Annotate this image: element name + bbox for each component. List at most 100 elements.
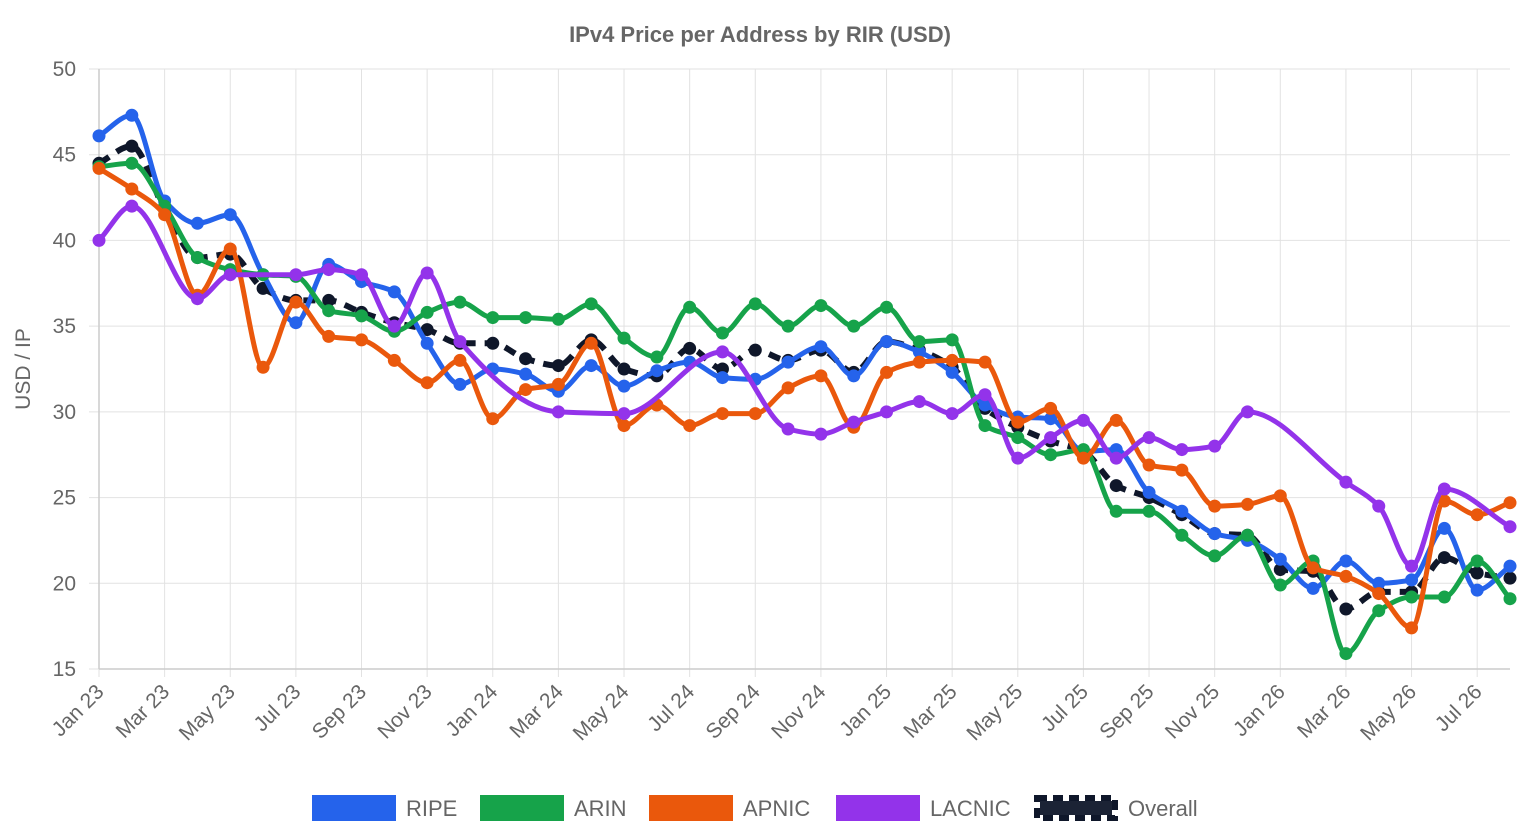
legend-label-ripe: RIPE bbox=[406, 796, 457, 821]
data-point-ripe bbox=[223, 208, 237, 222]
x-tick-label: Nov 25 bbox=[1161, 680, 1224, 743]
data-point-arin bbox=[125, 156, 139, 170]
data-point-lacnic bbox=[1076, 413, 1090, 427]
data-point-arin bbox=[1044, 448, 1058, 462]
data-point-overall bbox=[322, 293, 336, 307]
data-point-arin bbox=[912, 335, 926, 349]
data-point-ripe bbox=[1175, 504, 1189, 518]
x-tick-label: Nov 24 bbox=[767, 680, 831, 744]
data-point-ripe bbox=[289, 316, 303, 330]
x-tick-label: Mar 25 bbox=[899, 680, 961, 742]
data-point-ripe bbox=[1208, 527, 1222, 541]
data-point-apnic bbox=[1240, 497, 1254, 511]
data-point-ripe bbox=[880, 335, 894, 349]
x-tick-label: Jul 24 bbox=[643, 680, 699, 736]
data-point-arin bbox=[1208, 549, 1222, 563]
data-point-apnic bbox=[814, 369, 828, 383]
legend-item-apnic[interactable]: APNIC bbox=[649, 795, 810, 821]
data-point-overall bbox=[420, 323, 434, 337]
data-point-lacnic bbox=[1339, 475, 1353, 489]
data-point-ripe bbox=[584, 359, 598, 373]
data-point-arin bbox=[1437, 590, 1451, 604]
data-point-ripe bbox=[945, 365, 959, 379]
data-point-lacnic bbox=[945, 407, 959, 421]
y-tick-label: 30 bbox=[53, 401, 76, 424]
data-point-ripe bbox=[519, 367, 533, 381]
y-tick-label: 20 bbox=[53, 572, 76, 595]
data-point-apnic bbox=[1011, 415, 1025, 429]
data-point-arin bbox=[978, 419, 992, 433]
data-point-ripe bbox=[1339, 554, 1353, 568]
data-point-arin bbox=[1109, 504, 1123, 518]
y-tick-label: 35 bbox=[53, 315, 76, 338]
data-point-ripe bbox=[715, 371, 729, 385]
data-point-apnic bbox=[1405, 621, 1419, 635]
chart-title: IPv4 Price per Address by RIR (USD) bbox=[569, 22, 951, 47]
series-ripe bbox=[92, 108, 1517, 597]
data-point-ripe bbox=[92, 129, 106, 143]
data-point-apnic bbox=[1175, 463, 1189, 477]
x-tick-label: Jul 25 bbox=[1037, 680, 1093, 736]
data-point-lacnic bbox=[1011, 451, 1025, 465]
data-point-ripe bbox=[1437, 521, 1451, 535]
data-point-lacnic bbox=[453, 335, 467, 349]
data-point-overall bbox=[125, 139, 139, 153]
data-point-apnic bbox=[1503, 496, 1517, 510]
legend-item-ripe[interactable]: RIPE bbox=[312, 795, 457, 821]
data-point-lacnic bbox=[125, 199, 139, 213]
x-tick-label: Sep 23 bbox=[308, 680, 371, 743]
series-line-apnic bbox=[96, 165, 1513, 631]
data-point-apnic bbox=[486, 412, 500, 426]
data-point-overall bbox=[1470, 566, 1484, 580]
data-point-apnic bbox=[387, 353, 401, 367]
data-point-overall bbox=[1437, 551, 1451, 565]
data-point-lacnic bbox=[1175, 443, 1189, 457]
data-point-apnic bbox=[420, 376, 434, 390]
data-point-lacnic bbox=[1142, 431, 1156, 445]
data-point-arin bbox=[1142, 504, 1156, 518]
data-point-arin bbox=[1273, 578, 1287, 592]
data-point-apnic bbox=[158, 208, 172, 222]
data-point-apnic bbox=[748, 407, 762, 421]
data-point-lacnic bbox=[1044, 431, 1058, 445]
x-tick-label: Jan 23 bbox=[48, 680, 109, 741]
data-point-overall bbox=[748, 343, 762, 357]
data-point-ripe bbox=[387, 285, 401, 299]
data-point-apnic bbox=[1142, 458, 1156, 472]
x-tick-label: Mar 23 bbox=[112, 680, 174, 742]
legend-item-overall[interactable]: Overall bbox=[1034, 795, 1198, 821]
data-point-apnic bbox=[880, 365, 894, 379]
series-line-lacnic bbox=[96, 203, 1513, 569]
y-tick-label: 45 bbox=[53, 144, 76, 167]
data-point-apnic bbox=[125, 182, 139, 196]
legend-item-arin[interactable]: ARIN bbox=[480, 795, 627, 821]
data-point-arin bbox=[1011, 431, 1025, 445]
data-point-lacnic bbox=[223, 268, 237, 282]
data-point-arin bbox=[1405, 590, 1419, 604]
data-point-lacnic bbox=[289, 268, 303, 282]
data-point-apnic bbox=[1273, 489, 1287, 503]
data-point-lacnic bbox=[1503, 520, 1517, 534]
data-point-arin bbox=[584, 297, 598, 311]
legend-swatch-lacnic bbox=[836, 795, 920, 821]
data-point-ripe bbox=[847, 369, 861, 383]
legend-item-lacnic[interactable]: LACNIC bbox=[836, 795, 1011, 821]
data-point-overall bbox=[519, 352, 533, 366]
data-point-apnic bbox=[912, 355, 926, 369]
data-point-apnic bbox=[1339, 569, 1353, 583]
data-point-lacnic bbox=[551, 405, 565, 419]
data-point-lacnic bbox=[617, 407, 631, 421]
data-point-ripe bbox=[1306, 581, 1320, 595]
data-point-arin bbox=[1240, 528, 1254, 542]
x-tick-label: May 25 bbox=[962, 680, 1027, 745]
data-point-apnic bbox=[1208, 499, 1222, 513]
x-tick-label: May 26 bbox=[1356, 680, 1421, 745]
data-point-arin bbox=[190, 251, 204, 265]
data-point-overall bbox=[1273, 563, 1287, 577]
data-point-ripe bbox=[1372, 576, 1386, 590]
data-point-apnic bbox=[1109, 413, 1123, 427]
x-tick-label: May 23 bbox=[175, 680, 240, 745]
data-point-ripe bbox=[125, 108, 139, 122]
data-point-arin bbox=[814, 299, 828, 313]
